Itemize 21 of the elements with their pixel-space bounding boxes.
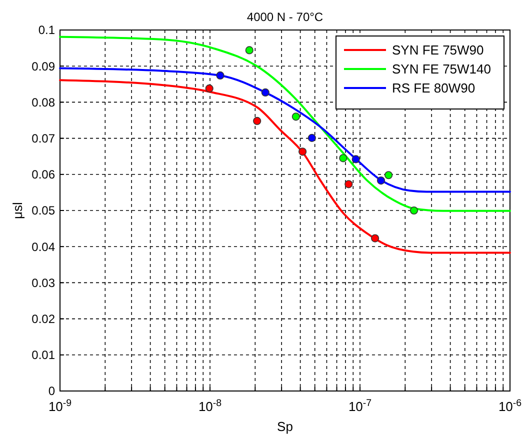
y-axis-title: μsl bbox=[10, 202, 25, 219]
chart-title: 4000 N - 70°C bbox=[246, 10, 324, 24]
y-tick-label: 0 bbox=[48, 384, 56, 398]
x-axis-title: Sp bbox=[277, 419, 293, 434]
x-tick-label: 10$^{-6}$ bbox=[498, 398, 522, 414]
y-tick-label: 0.08 bbox=[32, 95, 56, 110]
y-tick-label: 0.06 bbox=[32, 168, 56, 182]
y-tick-label: 0.09 bbox=[32, 59, 56, 74]
y-tick-label: 0.01 bbox=[32, 348, 56, 362]
y-tick-label: 0.03 bbox=[32, 276, 56, 290]
x-tick-label: 10$^{-8}$ bbox=[198, 398, 222, 414]
y-tick-label: 0.04 bbox=[32, 240, 56, 254]
legend-label: RS FE 80W90 bbox=[392, 80, 476, 96]
y-tick-label: 0.05 bbox=[32, 204, 56, 218]
y-tick-label: 0.02 bbox=[32, 312, 56, 326]
x-tick-label: 10$^{-9}$ bbox=[48, 398, 72, 414]
legend-label: SYN FE 75W140 bbox=[392, 62, 491, 77]
legend-label: SYN FE 75W90 bbox=[392, 42, 484, 58]
y-tick-label: 0.07 bbox=[32, 132, 56, 146]
y-tick-label: 0.1 bbox=[38, 23, 56, 38]
x-tick-label: 10$^{-7}$ bbox=[348, 398, 372, 414]
